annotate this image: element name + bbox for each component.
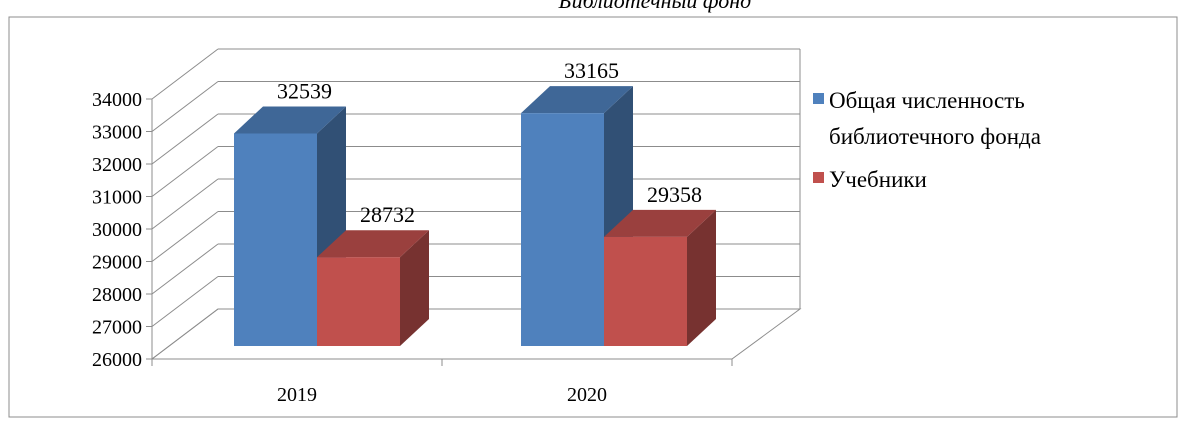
- y-tick-label: 33000: [92, 122, 142, 144]
- bar-top-face: [234, 106, 346, 134]
- data-label: 33165: [564, 58, 619, 83]
- gridline-side: [151, 308, 219, 360]
- gridline-side: [151, 243, 219, 295]
- legend-swatch-textbooks: [813, 172, 824, 183]
- gridline-side: [151, 146, 219, 197]
- x-tick-label: 2019: [277, 384, 317, 406]
- data-label: 29358: [647, 182, 702, 207]
- bar-front-face: [234, 133, 317, 346]
- legend: Общая численность библиотечного фонда Уч…: [813, 88, 1041, 192]
- bar-top-face: [521, 86, 633, 114]
- bar-top-face: [604, 209, 716, 237]
- gridline-side: [151, 178, 219, 230]
- bar-2019-series-1: [234, 106, 346, 346]
- y-tick-label: 30000: [92, 219, 142, 241]
- gridline-side: [151, 113, 219, 165]
- bar-side-face: [400, 230, 429, 346]
- data-label: 28732: [360, 202, 415, 227]
- bars: [234, 86, 716, 346]
- x-tick-label: 2020: [567, 384, 607, 406]
- bar-2019-series-2: [317, 230, 429, 346]
- gridline-side: [151, 48, 219, 100]
- y-tick-label: 32000: [92, 154, 142, 176]
- bar-front-face: [604, 236, 687, 346]
- gridline-side: [151, 81, 219, 132]
- legend-label-textbooks: Учебники: [829, 167, 927, 192]
- gridline-side: [151, 276, 219, 327]
- legend-label-total-fund-cont: библиотечного фонда: [829, 124, 1041, 149]
- y-tick-label: 29000: [92, 252, 142, 274]
- axes: 26000 27000 28000 29000 30000 31000 32000 33000…: [92, 89, 733, 406]
- y-tick-label: 31000: [92, 187, 142, 209]
- legend-swatch-total-fund: [813, 93, 824, 104]
- data-labels: 32539 28732 33165 29358: [277, 58, 702, 227]
- bar-2020-series-1: [521, 86, 633, 346]
- bar-front-face: [521, 113, 604, 346]
- bar-top-face: [317, 230, 429, 258]
- bar-2020-series-2: [604, 209, 716, 346]
- y-tick-label: 34000: [92, 89, 142, 111]
- y-tick-label: 26000: [92, 349, 142, 371]
- y-tick-label: 27000: [92, 317, 142, 339]
- chart-title: Библиотечный фонд: [558, 0, 752, 13]
- bar-front-face: [317, 257, 400, 346]
- bar-side-face: [687, 209, 716, 346]
- y-tick-label: 28000: [92, 284, 142, 306]
- legend-label-total-fund: Общая численность: [829, 88, 1025, 113]
- gridline-side: [151, 211, 219, 262]
- data-label: 32539: [277, 78, 332, 103]
